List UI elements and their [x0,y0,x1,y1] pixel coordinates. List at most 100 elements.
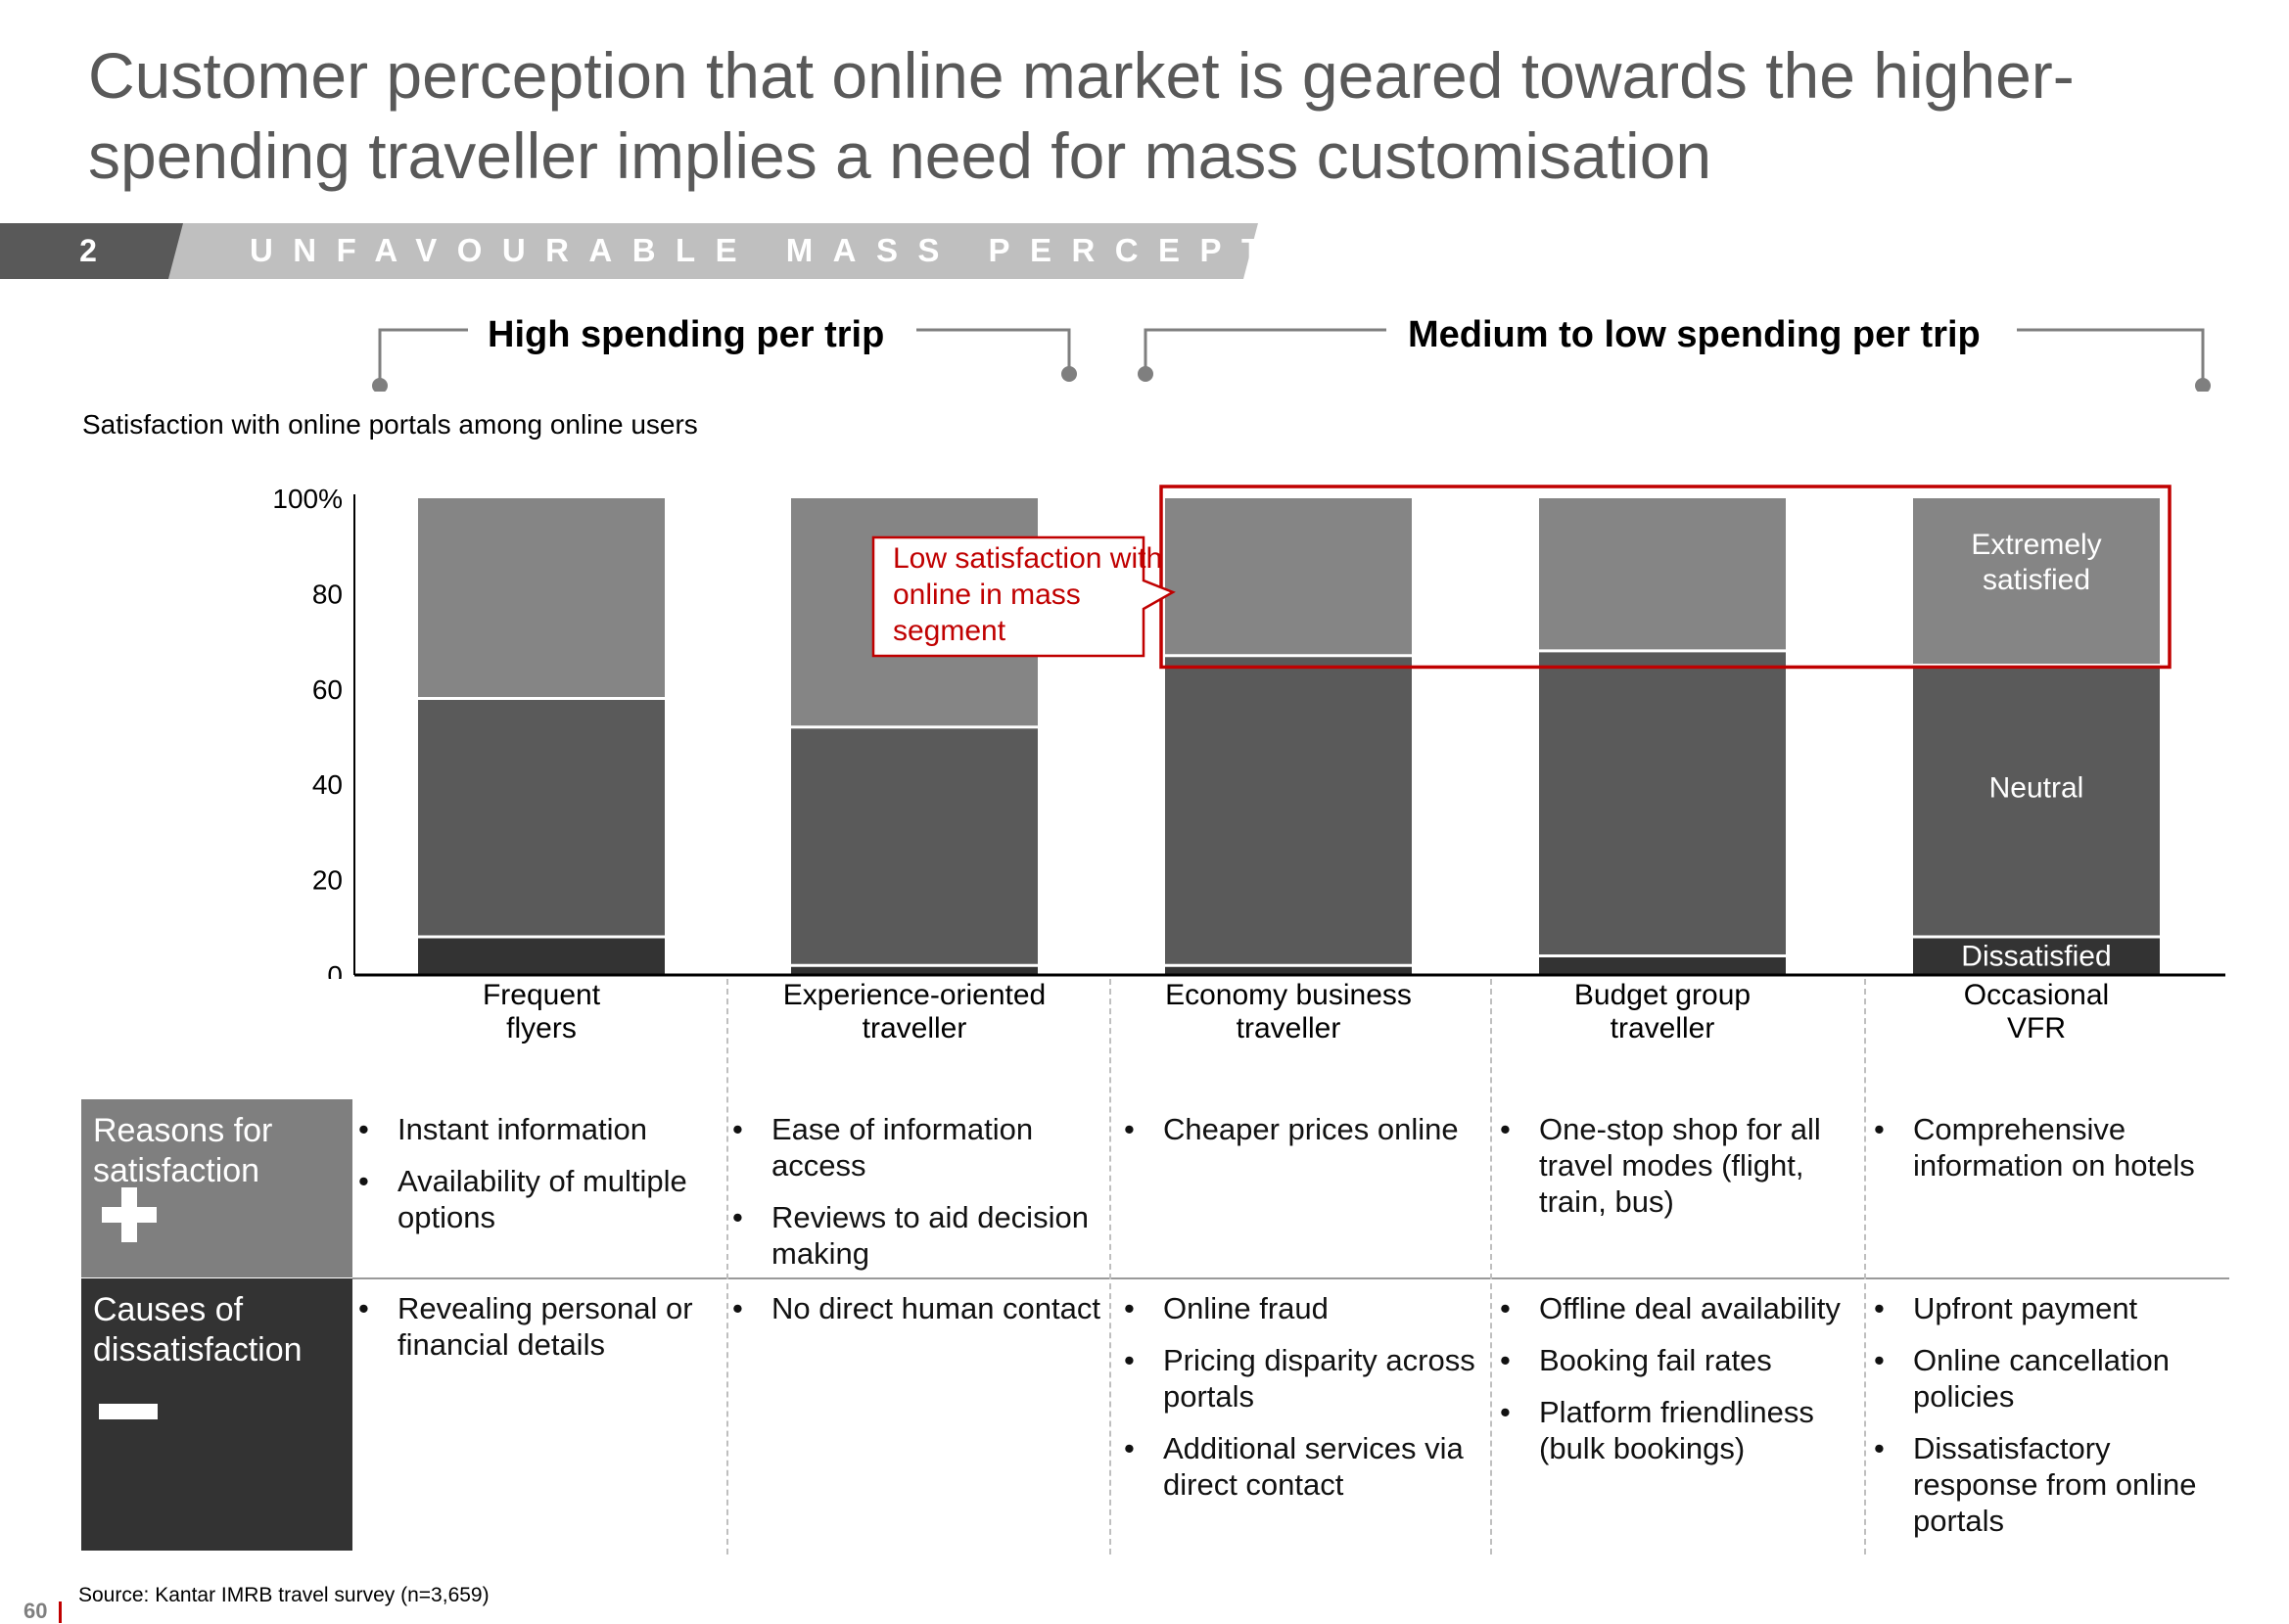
callout-shape [871,535,1176,658]
causes-of-dissatisfaction-header: Causes of dissatisfaction [81,1278,352,1551]
segment-medium-low-label: Medium to low spending per trip [1408,314,1981,355]
bullet-item: Online fraud [1120,1290,1482,1326]
highlight-box [1159,485,2172,670]
page-number: 60 [23,1599,48,1623]
bullet-item: Booking fail rates [1496,1342,1856,1378]
series-label-extremely-satisfied: Extremely satisfied [1971,529,2101,596]
bullet-item: Comprehensive information on hotels [1870,1111,2222,1183]
bullet-item: One-stop shop for all travel modes (flig… [1496,1111,1856,1220]
section-number: 2 [79,233,97,268]
x-category-label: Economy business traveller [1142,979,1435,1045]
banner-light-band [0,223,1258,279]
satisfaction-cell: Ease of information access Reviews to aid… [728,1111,1106,1287]
bracket-right-medium [2017,328,2205,384]
bar-segment-dissatisfied [418,937,665,975]
section-label: UNFAVOURABLE MASS PERCEPTION [250,232,1399,268]
bullet-item: Dissatisfactory response from online por… [1870,1430,2222,1539]
row-divider [352,1277,2229,1279]
bar-segment-extremely-satisfied [1165,498,1412,656]
page-number-accent [59,1601,62,1623]
chart-subtitle: Satisfaction with online portals among o… [82,409,698,440]
x-category-label-line: VFR [2007,1012,2066,1044]
minus-icon [99,1404,158,1419]
bar-segment-neutral [418,698,665,938]
series-label-dissatisfied: Dissatisfied [1961,941,2111,973]
bullet-item: Pricing disparity across portals [1120,1342,1482,1415]
y-tick-label: 80 [312,579,343,609]
satisfaction-cell: One-stop shop for all travel modes (flig… [1496,1111,1856,1235]
bullet-item: Revealing personal or financial details [354,1290,719,1363]
x-category-label-line: Economy business [1165,979,1412,1011]
bar-segment-dissatisfied [1165,965,1412,975]
row-header-label: Causes of dissatisfaction [93,1291,303,1369]
bar-segment-neutral [1539,650,1786,956]
bar-segment-extremely-satisfied [1539,498,1786,651]
bracket-dot [1061,366,1077,382]
column-divider [726,979,728,1554]
reasons-for-satisfaction-header: Reasons for satisfaction [81,1099,352,1277]
x-category-label-line: Experience-oriented [782,979,1047,1011]
bracket-dot [1138,366,1153,382]
callout-text: Low satisfaction with online in mass seg… [893,542,1163,647]
x-category-label-line: traveller [1610,1012,1715,1044]
bracket-left-high [378,328,468,384]
bracket-right-high [916,328,1071,372]
x-category-label-line: Frequent [482,979,601,1011]
bullet-item: Online cancellation policies [1870,1342,2222,1415]
callout-box [871,535,1176,658]
bar-segment-dissatisfied [791,965,1038,975]
satisfaction-cell: Instant information Availability of multi… [354,1111,719,1251]
x-category-label-line: Budget group [1573,979,1752,1011]
dissatisfaction-cell: Offline deal availability Booking fail ra… [1496,1290,1856,1482]
dissatisfaction-cell: No direct human contact [728,1290,1106,1342]
bar-segment-extremely-satisfied [1913,498,2160,666]
bar-segment-extremely-satisfied [418,498,665,699]
bar-segment-neutral [791,726,1038,966]
section-banner [0,223,1258,279]
column-divider [1490,979,1492,1554]
y-tick-label: 20 [312,865,343,896]
segment-brackets [372,328,2211,392]
y-tick-label: 40 [312,769,343,800]
dissatisfaction-cell: Upfront payment Online cancellation polic… [1870,1290,2222,1554]
x-category-label: Frequent flyers [395,979,688,1045]
page-title: Customer perception that online market i… [88,39,2075,192]
series-label-neutral: Neutral [1989,771,2084,804]
bullet-item: Availability of multiple options [354,1163,719,1235]
source-note: Source: Kantar IMRB travel survey (n=3,6… [78,1584,490,1606]
bracket-dot [2195,378,2211,392]
bullet-item: Additional services via direct contact [1120,1430,1482,1503]
bracket-left-medium [1144,328,1386,372]
column-divider [1109,979,1111,1554]
bullet-item: Reviews to aid decision making [728,1199,1106,1272]
x-category-label: Budget group traveller [1516,979,1809,1045]
bullet-item: Instant information [354,1111,719,1147]
bar-segment-neutral [1165,655,1412,966]
satisfaction-cell: Comprehensive information on hotels [1870,1111,2222,1199]
bullet-item: Upfront payment [1870,1290,2222,1326]
row-header-label: Reasons for satisfaction [93,1112,273,1189]
dissatisfaction-cell: Revealing personal or financial details [354,1290,719,1378]
y-tick-label: 60 [312,674,343,705]
x-category-label-line: traveller [1236,1012,1341,1044]
bullet-item: Platform friendliness (bulk bookings) [1496,1394,1856,1466]
bullet-item: No direct human contact [728,1290,1106,1326]
x-category-label: Occasional VFR [1890,979,2183,1045]
segment-high-label: High spending per trip [488,314,885,355]
bullet-item: Offline deal availability [1496,1290,1856,1326]
satisfaction-cell: Cheaper prices online [1120,1111,1482,1163]
bar-segment-dissatisfied [1539,955,1786,975]
y-tick-label: 100% [272,484,343,514]
x-category-label-line: flyers [506,1012,577,1044]
bullet-item: Cheaper prices online [1120,1111,1482,1147]
banner-dark-band [0,223,183,279]
bar-segment-neutral [1913,665,2160,938]
x-category-label-line: Occasional [1963,979,2110,1011]
dissatisfaction-cell: Online fraud Pricing disparity across por… [1120,1290,1482,1518]
x-category-label-line: traveller [862,1012,967,1044]
y-tick-label: 0 [327,960,343,979]
bracket-dot [372,378,388,392]
plus-icon-stem [121,1187,137,1242]
bullet-item: Ease of information access [728,1111,1106,1183]
bar-segment-dissatisfied [1913,937,2160,975]
